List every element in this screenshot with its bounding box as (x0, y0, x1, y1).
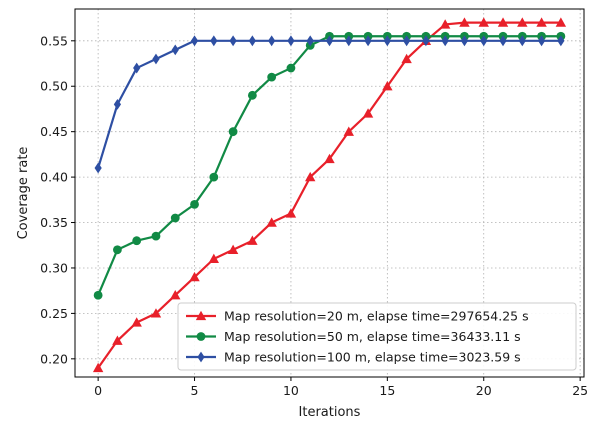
series-2 (93, 31, 566, 300)
series-2-point (93, 290, 103, 300)
series-1-point (382, 81, 393, 91)
series-3-point (306, 35, 314, 47)
series-1-point (266, 217, 277, 227)
series-1-point (227, 244, 239, 254)
series-1-point (401, 53, 412, 64)
series-1-point (362, 108, 374, 118)
series-1-point (555, 17, 567, 27)
series-1-point (324, 153, 335, 164)
legend-swatch-marker (197, 351, 205, 363)
y-axis-label: Coverage rate (16, 147, 31, 240)
legend: Map resolution=20 m, elapse time=297654.… (177, 302, 577, 371)
series-1 (92, 17, 567, 373)
series-1-point (247, 235, 258, 245)
legend-swatch-marker (196, 332, 206, 341)
x-axis-label: Iterations (299, 405, 361, 420)
series-3-point (229, 35, 237, 47)
series-2-point (170, 213, 180, 223)
series-1-point (170, 290, 181, 300)
series-3-point (210, 35, 218, 47)
plot-frame (74, 8, 585, 378)
series-3-point (364, 35, 372, 47)
y-tick-label: 0.20 (40, 351, 68, 366)
series-1-point (112, 335, 123, 345)
series-2-point (286, 63, 296, 73)
series-3-point (325, 35, 334, 47)
series-1-point (131, 317, 142, 327)
series-1-point (439, 19, 451, 29)
series-2-point (209, 172, 219, 182)
series-2-line (97, 35, 561, 296)
series-2-point (151, 231, 161, 241)
x-tick-label: 20 (476, 383, 492, 398)
series-3-point (133, 62, 141, 74)
series-3-point (248, 35, 256, 47)
series-3-point (94, 162, 102, 174)
x-tick-label: 15 (379, 383, 395, 398)
series-2-point (267, 72, 277, 82)
series-1-point (150, 308, 162, 318)
x-tick-label: 0 (94, 383, 102, 398)
legend-item-2: Map resolution=50 m, elapse time=36433.1… (186, 329, 521, 344)
series-1-point (343, 126, 354, 136)
series-1-point (208, 253, 220, 264)
legend-item-3: Map resolution=100 m, elapse time=3023.5… (186, 350, 521, 365)
series-3-point (422, 35, 430, 47)
series-3-point (113, 99, 122, 110)
series-2-point (247, 90, 257, 100)
legend-label: Map resolution=100 m, elapse time=3023.5… (224, 350, 521, 365)
series-3 (94, 35, 565, 174)
series-1-point (536, 17, 547, 27)
y-tick-label: 0.50 (40, 79, 68, 94)
x-tick-label: 25 (572, 383, 588, 398)
series-3-point (480, 35, 488, 47)
series-1-point (478, 17, 489, 27)
series-1-point (285, 208, 297, 218)
series-2-point (113, 245, 122, 255)
series-3-point (557, 35, 565, 47)
legend-label: Map resolution=20 m, elapse time=297654.… (224, 309, 529, 324)
series-2-point (190, 199, 199, 209)
series-3-point (287, 35, 295, 47)
y-tick-label: 0.40 (40, 170, 68, 185)
series-3-point (518, 35, 526, 47)
series-3-point (499, 35, 507, 47)
series-3-point (190, 35, 199, 47)
x-tick-label: 10 (283, 383, 299, 398)
series-1-point (92, 362, 104, 373)
legend-item-1: Map resolution=20 m, elapse time=297654.… (186, 309, 529, 324)
legend-label: Map resolution=50 m, elapse time=36433.1… (224, 329, 521, 344)
x-tick-label: 5 (191, 383, 199, 398)
series-1-point (189, 271, 200, 282)
series-3-point (171, 44, 179, 56)
legend-swatch-marker (195, 310, 207, 321)
axis-ticks: 0 5 10 15 20 25 0.20 0.25 0.30 0.35 0.40 0.45 0.50 0.… (40, 33, 588, 398)
legend-box (177, 302, 577, 371)
y-tick-label: 0.45 (40, 124, 68, 139)
series-3-point (441, 35, 449, 47)
series-3-line (97, 39, 561, 169)
series-3-point (383, 35, 391, 47)
series-1-point (517, 17, 528, 27)
series-3-point (403, 35, 411, 47)
y-tick-label: 0.55 (40, 33, 68, 48)
series-2-point (228, 127, 238, 137)
series-3-point (345, 35, 353, 47)
series-3-point (268, 35, 276, 47)
series-3-point (152, 53, 160, 65)
series-1-point (305, 171, 316, 182)
series-3-point (537, 35, 546, 47)
series-3-point (460, 35, 469, 47)
series-1-point (459, 17, 470, 27)
y-tick-label: 0.30 (40, 260, 68, 275)
y-tick-label: 0.25 (40, 306, 68, 321)
series-2-point (132, 236, 142, 246)
series-1-point (497, 17, 509, 27)
series-layer (92, 17, 567, 373)
y-tick-label: 0.35 (40, 215, 68, 230)
